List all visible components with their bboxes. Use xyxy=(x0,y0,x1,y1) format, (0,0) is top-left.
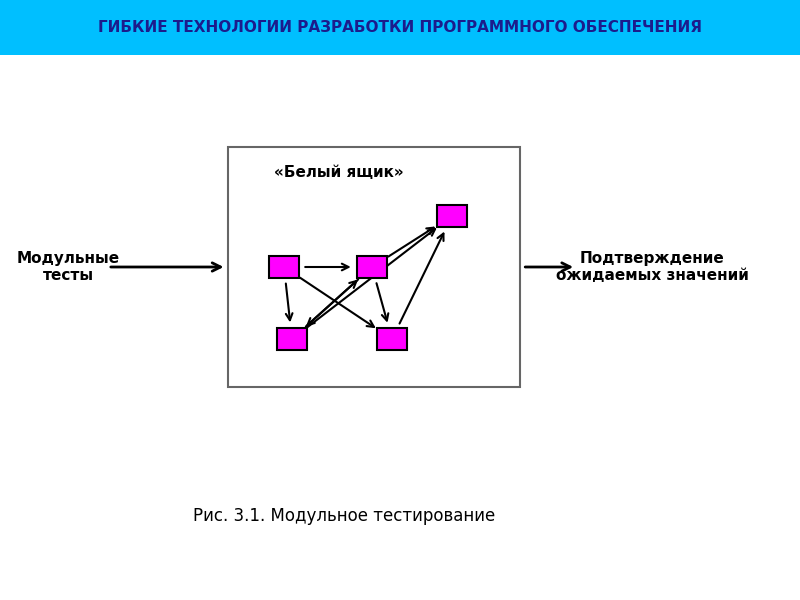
Bar xyxy=(437,205,467,227)
Text: Модульные
тесты: Модульные тесты xyxy=(17,251,119,283)
Bar xyxy=(228,147,520,387)
Bar xyxy=(357,256,387,278)
Bar xyxy=(277,328,307,350)
Text: Подтверждение
ожидаемых значений: Подтверждение ожидаемых значений xyxy=(555,251,749,283)
Text: «Белый ящик»: «Белый ящик» xyxy=(274,165,404,180)
Text: Рис. 3.1. Модульное тестирование: Рис. 3.1. Модульное тестирование xyxy=(193,507,495,525)
Bar xyxy=(0,0,800,55)
Bar xyxy=(269,256,299,278)
Text: ГИБКИЕ ТЕХНОЛОГИИ РАЗРАБОТКИ ПРОГРАММНОГО ОБЕСПЕЧЕНИЯ: ГИБКИЕ ТЕХНОЛОГИИ РАЗРАБОТКИ ПРОГРАММНОГ… xyxy=(98,20,702,35)
Bar xyxy=(377,328,407,350)
